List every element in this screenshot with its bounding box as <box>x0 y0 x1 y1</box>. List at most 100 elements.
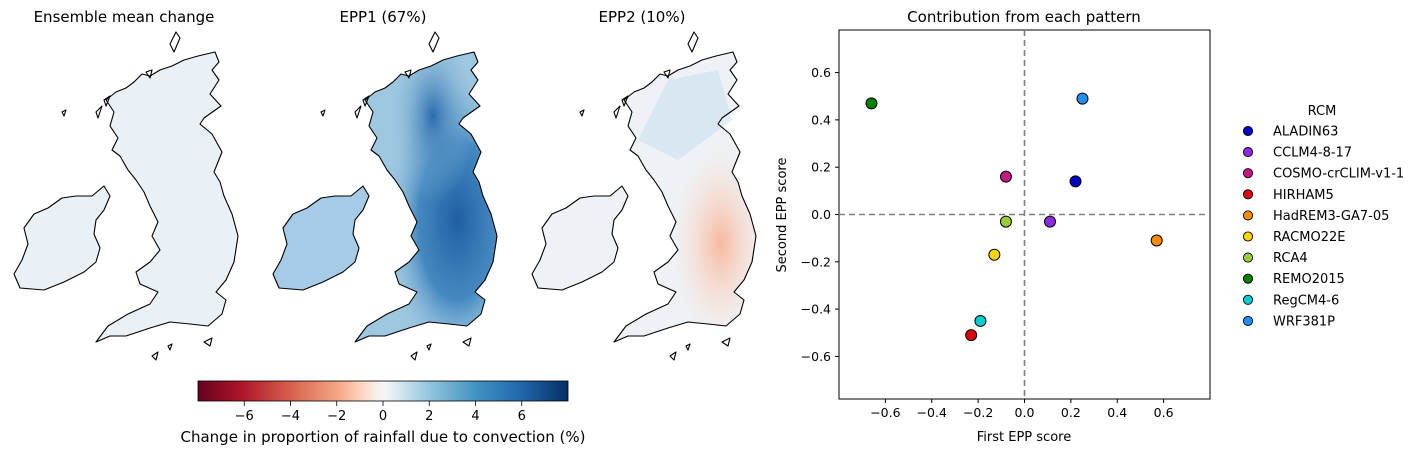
epp1-ireland-shading <box>273 186 369 290</box>
colorbar-ticks: −6 −4 −2 0 2 4 6 <box>235 401 526 424</box>
legend-item: COSMO-crCLIM-v1-1 <box>1242 167 1404 182</box>
island-coastline <box>167 343 173 351</box>
island-coastline <box>362 95 370 107</box>
y-tick-label: −0.2 <box>801 254 831 269</box>
island-coastline <box>621 95 629 107</box>
data-points <box>865 92 1163 342</box>
coastline <box>272 31 498 361</box>
island-coastline <box>687 31 699 53</box>
map-title-epp2: EPP2 (10%) <box>599 8 686 26</box>
x-tick-label: −0.2 <box>963 405 993 420</box>
legend-marker <box>1242 273 1254 284</box>
colorbar: −6 −4 −2 0 2 4 6 Change in proportion of rainf… <box>181 380 586 446</box>
colorbar-label: Change in proportion of rainfall due to … <box>181 428 586 446</box>
island-coastline <box>685 343 691 351</box>
legend-item: WRF381P <box>1242 314 1335 329</box>
coastline <box>13 31 239 361</box>
ireland-coastline <box>531 185 629 291</box>
legend-marker <box>1242 125 1254 137</box>
x-tick-label: 0.4 <box>1107 405 1127 420</box>
point-racmo22e <box>988 248 1001 261</box>
y-tick-label: 0.0 <box>811 207 831 222</box>
legend-label: COSMO-crCLIM-v1-1 <box>1273 167 1404 182</box>
colorbar-gradient <box>197 380 569 402</box>
legend-label: REMO2015 <box>1273 272 1345 287</box>
maps-group <box>13 31 757 361</box>
island-coastline <box>613 105 621 119</box>
map-title-epp1: EPP1 (67%) <box>340 8 427 26</box>
x-axis-label: First EPP score <box>977 430 1071 445</box>
point-rca4 <box>999 215 1012 228</box>
ireland-coastline <box>13 185 111 291</box>
x-tick-label: −0.4 <box>917 405 947 420</box>
island-coastline <box>404 69 412 79</box>
legend-marker <box>1242 294 1254 305</box>
legend-item: ALADIN63 <box>1242 125 1338 140</box>
colorbar-tick-label: 6 <box>518 409 526 424</box>
colorbar-tick-label: 2 <box>425 409 433 424</box>
reference-lines <box>839 30 1210 399</box>
legend-marker <box>1242 189 1254 200</box>
island-coastline <box>428 31 440 53</box>
island-coastline <box>203 337 213 347</box>
island-coastline <box>410 351 418 361</box>
scatter-chart: Contribution from each pattern −0.6 −0.4−… <box>775 8 1211 445</box>
point-cosmo-crclim-v1-1 <box>999 170 1012 183</box>
island-coastline <box>103 95 111 107</box>
colorbar-tick-label: −2 <box>327 409 346 424</box>
island-coastline <box>151 351 159 361</box>
legend-marker <box>1242 231 1254 242</box>
coastline <box>531 31 757 361</box>
map-panel-epp1 <box>272 31 498 361</box>
island-coastline <box>169 31 181 53</box>
great-britain-coastline <box>354 51 498 343</box>
colorbar-tick-label: 0 <box>379 409 387 424</box>
island-coastline <box>721 337 731 347</box>
y-tick-label: −0.4 <box>801 302 831 317</box>
map-panel-mean <box>13 31 239 361</box>
island-coastline <box>669 351 677 361</box>
map-panel-epp2 <box>531 31 757 361</box>
ireland-coastline <box>272 185 370 291</box>
epp1-north-shading <box>355 52 497 342</box>
island-coastline <box>462 337 472 347</box>
point-aladin63 <box>1069 175 1082 188</box>
ireland-land <box>273 186 369 290</box>
colorbar-tick-label: −4 <box>281 409 300 424</box>
island-coastline <box>145 69 153 79</box>
point-remo2015 <box>865 97 878 110</box>
x-tick-label: 0.0 <box>1015 405 1035 420</box>
y-ticks: −0.6 −0.4 −0.2 0.0 0.2 0.4 0.6 <box>801 65 839 364</box>
y-tick-label: 0.2 <box>811 160 831 175</box>
colorbar-tick-label: −6 <box>235 409 254 424</box>
legend-item: REMO2015 <box>1242 272 1345 287</box>
legend-title: RCM <box>1308 104 1337 119</box>
y-tick-label: 0.6 <box>811 65 831 80</box>
legend-item: RCA4 <box>1242 251 1308 266</box>
point-cclm4-8-17 <box>1044 215 1057 228</box>
map-title-mean: Ensemble mean change <box>34 8 215 26</box>
legend-label: HIRHAM5 <box>1273 188 1334 203</box>
y-tick-label: −0.6 <box>801 349 831 364</box>
colorbar-tick-label: 4 <box>471 409 479 424</box>
legend-label: WRF381P <box>1273 314 1335 329</box>
legend-item: RegCM4-6 <box>1242 293 1339 308</box>
x-tick-label: 0.6 <box>1154 405 1174 420</box>
epp2-north-shading <box>638 70 732 160</box>
legend-marker <box>1242 147 1254 158</box>
legend-label: RegCM4-6 <box>1273 293 1339 308</box>
island-coastline <box>663 69 671 79</box>
legend-item: HadREM3-GA7-05 <box>1242 209 1389 224</box>
legend-marker <box>1242 210 1254 221</box>
island-coastline <box>95 105 103 119</box>
legend-label: HadREM3-GA7-05 <box>1273 209 1389 224</box>
legend: RCM ALADIN63 CCLM4-8-17 COSMO-crCLIM-v1-1 H… <box>1242 104 1404 329</box>
island-coastline <box>426 343 432 351</box>
y-tick-label: 0.4 <box>811 112 831 127</box>
map-land <box>14 52 238 342</box>
point-hirham5 <box>965 329 978 342</box>
island-coastline <box>579 109 585 117</box>
legend-label: RCA4 <box>1273 251 1308 266</box>
